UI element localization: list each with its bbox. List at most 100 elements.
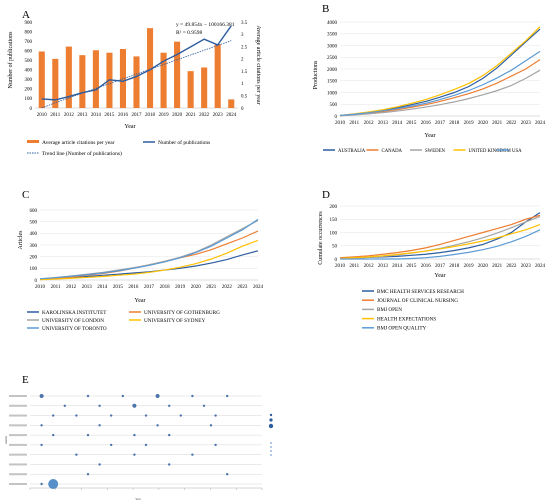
panel-b-legend: AUSTRALIA CANADA SWEDEN UNITED KINGDOM USA [323, 149, 522, 154]
panel-c-legend: KAROLINSKA INSTITUTET UNIVERSITY OF GOTHE… [27, 310, 220, 332]
x-tick-label: 2018 [449, 121, 460, 126]
x-tick-label: 2023 [521, 121, 532, 126]
bar-citations [92, 50, 99, 108]
author-name-placeholder [9, 404, 27, 407]
panel-e-ylabel: Author [4, 436, 8, 445]
y-tick-label: 600 [30, 209, 38, 214]
y-tick-label: 0 [335, 115, 338, 120]
legend-label-publications: Number of publications [158, 139, 210, 146]
y-tick-label-left: 500 [25, 59, 33, 64]
y-tick-label: 3500 [327, 33, 338, 38]
x-tick-label: 2023 [521, 264, 532, 269]
y-tick-label: 300 [30, 244, 38, 249]
y-tick-label: 500 [330, 103, 338, 108]
author-bubble [110, 443, 113, 447]
series-line-trend [41, 40, 232, 109]
e-legend-dot [270, 446, 272, 448]
x-tick-label: 2012 [364, 121, 375, 126]
x-tick-label: 2018 [145, 113, 156, 118]
author-bubble [226, 473, 229, 476]
x-tick-label: 2022 [199, 113, 210, 118]
author-name-placeholder [9, 473, 27, 476]
legend-label: AUSTRALIA [338, 149, 366, 154]
y-tick-label: 0 [335, 258, 338, 263]
panel-d-ylabel: Cumulate occurrences [318, 211, 324, 265]
legend-label: KAROLINSKA INSTITUTET [42, 310, 107, 316]
x-tick-label: 2014 [392, 121, 403, 126]
x-tick-label: 2014 [97, 285, 108, 290]
author-name-placeholder [9, 424, 27, 427]
x-tick-label: 2011 [51, 285, 61, 290]
series-line [339, 223, 541, 260]
x-tick-label: 2010 [335, 121, 346, 126]
legend-label: UNIVERSITY OF TORONTO [42, 326, 107, 332]
x-tick-label: 2013 [378, 121, 389, 126]
x-tick-label: 2013 [378, 264, 389, 269]
x-tick-label: 2011 [349, 121, 359, 126]
author-bubble [133, 453, 136, 456]
legend-label: UNIVERSITY OF SYDNEY [144, 318, 205, 324]
panel-a-ylabel-left: Number of publications [7, 31, 14, 89]
x-tick-label: 2023 [213, 113, 224, 118]
author-bubble [86, 433, 90, 437]
legend-label: HEALTH EXPECTATIONS [377, 316, 436, 322]
x-tick-label: 2024 [535, 264, 546, 269]
legend-label: BMJ OPEN [377, 307, 402, 313]
x-tick-label: 2012 [364, 264, 375, 269]
x-tick-label: 2015 [406, 264, 417, 269]
series-line [340, 229, 541, 260]
y-tick-label: 50 [332, 245, 338, 250]
author-bubble [155, 394, 160, 398]
y-tick-label-left: 300 [25, 78, 33, 83]
e-legend-dot [270, 442, 272, 444]
author-name-placeholder [9, 414, 27, 417]
x-tick-label: 2015 [104, 113, 115, 118]
x-tick-label: 2020 [172, 113, 183, 118]
panel-d-legend: BMC HEALTH SERVICES RESEARCH JOURNAL OF C… [362, 289, 464, 332]
y-tick-label: 500 [30, 220, 38, 225]
legend-label: UNIVERSITY OF GOTHENBURG [144, 310, 220, 316]
series-line [339, 214, 541, 259]
x-tick-label: 2021 [492, 121, 503, 126]
author-name-placeholder [9, 434, 27, 437]
x-tick-label: 2022 [222, 285, 233, 290]
x-tick-label: 2011 [349, 264, 359, 269]
x-tick-label: 2020 [478, 121, 489, 126]
y-tick-label-left: 900 [25, 21, 33, 26]
author-name-placeholder [9, 443, 27, 446]
x-tick-label: 2020 [191, 285, 202, 290]
author-bubble [63, 404, 66, 407]
x-tick-label: 2018 [449, 264, 460, 269]
y-tick-label: 200 [330, 205, 338, 210]
x-tick-label: 2022 [506, 121, 517, 126]
author-bubble [52, 414, 55, 417]
panel-e-legend [268, 413, 274, 456]
x-tick-label: 2013 [82, 285, 93, 290]
panel-c-ylabel: Articles [18, 230, 24, 250]
y-tick-label-right: 3.5 [241, 21, 248, 26]
panel-d: D 0 50 100 150 200 2010 2011 2012 2013 2014 2015 20… [318, 189, 546, 332]
bar-citations [160, 52, 167, 108]
author-bubble [98, 463, 101, 466]
legend-swatch-citations [27, 140, 39, 143]
author-bubble [226, 394, 229, 398]
x-tick-label: 2010 [37, 113, 48, 118]
x-tick-label: 2014 [91, 113, 102, 118]
series-line [339, 212, 541, 260]
legend-label: USA [512, 149, 522, 154]
author-bubble [202, 404, 206, 407]
x-tick-label: 2013 [77, 113, 88, 118]
author-bubble [209, 424, 213, 427]
x-tick-label: 2019 [464, 264, 475, 269]
x-tick-label: 2016 [128, 285, 139, 290]
author-bubble [98, 404, 101, 407]
x-tick-label: 2021 [492, 264, 503, 269]
bar-citations [187, 71, 194, 108]
x-tick-label: 2019 [159, 113, 170, 118]
author-name-placeholder [9, 463, 27, 466]
x-tick-label: 2020 [478, 264, 489, 269]
x-tick-label: 2022 [506, 264, 517, 269]
x-tick-label: 2021 [186, 113, 197, 118]
legend-label: BMJ OPEN QUALITY [377, 326, 427, 332]
y-tick-label-right: 2 [241, 58, 244, 63]
